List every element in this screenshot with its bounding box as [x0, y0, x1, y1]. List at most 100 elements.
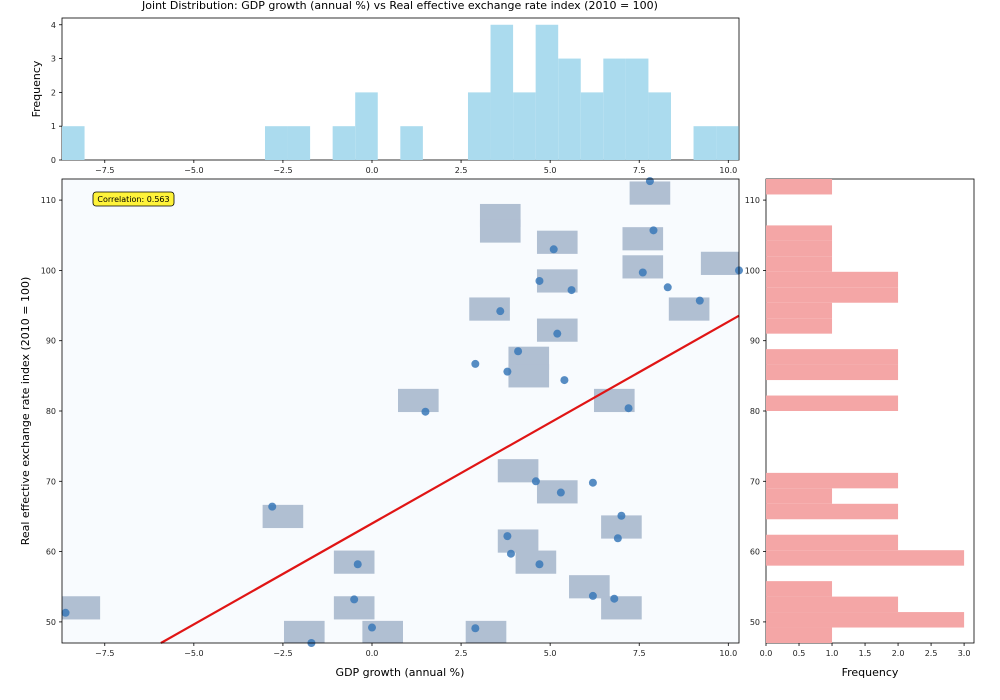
top-y-tick-label: 0 [51, 156, 56, 165]
scatter-point [421, 407, 430, 416]
scatter-point [613, 534, 622, 543]
scatter-point [268, 502, 277, 511]
right-y-tick-label: 60 [750, 548, 760, 557]
top-hist-bar [648, 92, 671, 160]
right-x-tick-label: 1.0 [826, 649, 839, 658]
correlation-badge-box [92, 191, 175, 207]
density-cell [333, 550, 375, 574]
top-hist-bar [558, 58, 581, 161]
density-cell [333, 596, 375, 620]
y-tick-label: 80 [46, 407, 56, 416]
right-y-tick-label: 110 [745, 196, 760, 205]
top-x-tick-label: 10.0 [719, 166, 737, 175]
x-tick-label: −2.5 [273, 649, 292, 658]
right-y-tick-label: 100 [745, 266, 760, 275]
scatter-point [638, 268, 647, 277]
scatter-point [624, 404, 633, 413]
right-hist-bar [766, 364, 899, 381]
scatter-point [588, 478, 597, 487]
right-hist-xlabel: Frequency [842, 666, 899, 679]
right-hist-bar [766, 302, 833, 319]
right-hist-bar [766, 612, 965, 628]
x-tick-label: 0.0 [366, 649, 379, 658]
scatter-point [350, 595, 359, 604]
right-hist-bar [766, 240, 833, 257]
y-tick-label: 70 [46, 477, 56, 486]
scatter-point [567, 286, 576, 295]
x-tick-label: 10.0 [719, 649, 737, 658]
scatter-point [496, 307, 505, 316]
top-x-tick-label: 7.5 [633, 166, 646, 175]
right-hist-bar [766, 472, 899, 489]
density-cell [508, 364, 550, 388]
x-tick-label: 2.5 [455, 649, 468, 658]
density-cell [515, 550, 557, 574]
top-hist-bar [693, 126, 717, 160]
density-cell [62, 596, 101, 620]
scatter-point [549, 245, 558, 254]
top-hist-bar [332, 126, 356, 160]
scatter-point [471, 624, 480, 633]
density-cell [569, 575, 610, 599]
top-x-tick-label: 5.0 [544, 166, 557, 175]
top-hist-bar [490, 24, 514, 161]
correlation-badge: Correlation: 0.563 [92, 191, 175, 207]
density-cell [497, 459, 539, 483]
right-x-tick-label: 2.5 [925, 649, 938, 658]
right-hist-bar [766, 395, 899, 411]
density-cell [465, 620, 507, 643]
top-hist-bar [355, 92, 378, 160]
right-hist-bar [766, 596, 899, 613]
top-hist-ylabel: Frequency [30, 60, 43, 117]
density-cell [283, 620, 325, 643]
right-x-tick-label: 2.0 [892, 649, 905, 658]
right-hist-bar [766, 179, 833, 195]
top-hist-bar [535, 24, 559, 161]
right-x-tick-label: 1.5 [859, 649, 872, 658]
top-hist-bar [716, 126, 739, 160]
top-hist-bar [400, 126, 423, 160]
scatter-point [556, 488, 565, 497]
density-cell [262, 504, 304, 529]
density-cell [536, 269, 578, 293]
density-cell [622, 255, 664, 279]
top-y-tick-label: 1 [51, 122, 56, 131]
scatter-point [471, 359, 480, 368]
top-hist-bar [287, 126, 311, 160]
scatter-point [514, 347, 523, 356]
scatter-point [645, 177, 654, 186]
x-tick-label: 5.0 [544, 649, 557, 658]
x-axis-label: GDP growth (annual %) [336, 666, 465, 679]
density-cell [497, 529, 539, 553]
right-hist-bar [766, 225, 833, 241]
scatter-point [506, 549, 515, 558]
y-tick-label: 110 [41, 196, 56, 205]
top-x-tick-label: 2.5 [455, 166, 468, 175]
right-hist-bar [766, 271, 899, 288]
scatter-point [503, 532, 512, 541]
top-histogram: −7.5 −5.0 −2.5 0.0 2.5 5.0 7.5 10.0 0 1 2 3 4 Frequ… [30, 17, 740, 175]
right-y-tick-label: 80 [750, 407, 760, 416]
scatter-point [531, 477, 540, 486]
scatter-point [649, 226, 658, 235]
density-cell [362, 620, 403, 643]
right-hist-bar [766, 349, 899, 365]
density-cell [469, 297, 510, 321]
top-y-tick-label: 3 [51, 55, 56, 64]
x-tick-label: −7.5 [95, 649, 114, 658]
top-x-tick-label: −2.5 [273, 166, 292, 175]
right-hist-bar [766, 488, 833, 504]
top-hist-bar [62, 126, 85, 160]
right-hist-bar [766, 550, 965, 566]
right-x-tick-label: 0.0 [760, 649, 773, 658]
density-cell [601, 515, 642, 539]
density-cell [536, 230, 578, 254]
y-axis-label: Real effective exchange rate index (2010… [19, 277, 32, 546]
density-cell [479, 219, 521, 243]
right-hist-bar [766, 287, 899, 303]
top-hist-bar [603, 58, 626, 161]
scatter-point [663, 283, 672, 292]
right-hist-bar [766, 534, 899, 551]
top-y-tick-label: 4 [51, 21, 56, 30]
